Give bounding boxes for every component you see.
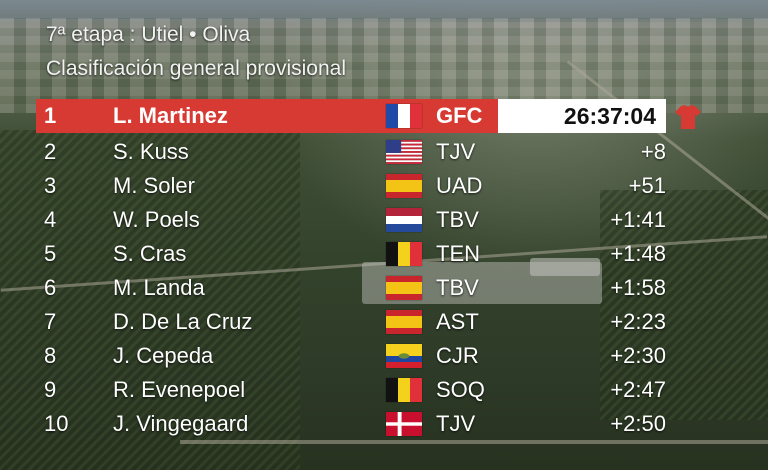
team-code: TEN (436, 241, 480, 266)
time-gap: +2:23 (610, 309, 666, 334)
standings-row: 4 W. Poels TBV +1:41 (36, 203, 666, 237)
rider-name: D. De La Cruz (113, 309, 253, 334)
team-code: GFC (436, 103, 483, 128)
position: 6 (44, 275, 57, 300)
ecuador-flag-icon (386, 344, 422, 368)
rider-name: J. Cepeda (113, 343, 214, 368)
team-code: SOQ (436, 377, 485, 402)
spain-flag-icon (386, 174, 422, 198)
stage-title: 7ª etapa : Utiel • Oliva (46, 23, 251, 46)
team-code: TBV (436, 275, 479, 300)
spain-flag-icon (386, 276, 422, 300)
leader-row: 1 L. Martinez GFC 26:37:04 (36, 99, 666, 133)
rider-name: M. Soler (113, 173, 195, 198)
usa-flag-icon (386, 140, 422, 164)
rider-name: S. Cras (113, 241, 187, 266)
team-code: UAD (436, 173, 483, 198)
rider-name: L. Martinez (113, 103, 228, 128)
classification-title: Clasificación general provisional (46, 57, 346, 80)
time-gap: +2:47 (610, 377, 666, 402)
standings-row: 7 D. De La Cruz AST +2:23 (36, 305, 666, 339)
standings-row: 5 S. Cras TEN +1:48 (36, 237, 666, 271)
position: 2 (44, 139, 57, 164)
position: 3 (44, 173, 57, 198)
standings-row: 3 M. Soler UAD +51 (36, 169, 666, 203)
rider-name: J. Vingegaard (113, 411, 249, 436)
team-code: CJR (436, 343, 479, 368)
rider-name: W. Poels (113, 207, 200, 232)
time-gap: +8 (640, 139, 666, 164)
france-flag-icon (386, 104, 422, 128)
belgium-flag-icon (386, 378, 422, 402)
town-area (0, 18, 768, 113)
position: 9 (44, 377, 57, 402)
leader-jersey-icon (675, 105, 701, 129)
rider-name: R. Evenepoel (113, 377, 246, 402)
time-gap: +1:41 (610, 207, 666, 232)
position: 10 (44, 411, 69, 436)
position: 1 (44, 103, 57, 128)
rider-name: M. Landa (113, 275, 205, 300)
time-gap: +2:30 (610, 343, 666, 368)
belgium-flag-icon (386, 242, 422, 266)
position: 7 (44, 309, 57, 334)
orchard-right (600, 190, 768, 420)
standings-row: 9 R. Evenepoel SOQ +2:47 (36, 373, 666, 407)
time-gap: +1:48 (610, 241, 666, 266)
rider-name: S. Kuss (113, 139, 189, 164)
time-gap: +1:58 (610, 275, 666, 300)
standings-row: 8 J. Cepeda CJR +2:30 (36, 339, 666, 373)
spain-flag-icon (386, 310, 422, 334)
building (530, 258, 600, 276)
standings-row: 10 J. Vingegaard TJV +2:50 (36, 407, 666, 441)
standings-row: 6 M. Landa TBV +1:58 (36, 271, 666, 305)
position: 4 (44, 207, 57, 232)
time-gap: +51 (628, 173, 666, 198)
team-code: TBV (436, 207, 479, 232)
team-code: TJV (436, 411, 476, 436)
time-gap: +2:50 (610, 411, 666, 436)
road (180, 440, 768, 444)
team-code: TJV (436, 139, 476, 164)
netherlands-flag-icon (386, 208, 422, 232)
sea-strip (0, 0, 768, 22)
team-code: AST (436, 309, 479, 334)
leader-time: 26:37:04 (498, 99, 666, 133)
denmark-flag-icon (386, 412, 422, 436)
standings-row: 2 S. Kuss TJV +8 (36, 135, 666, 169)
position: 5 (44, 241, 57, 266)
orchard-left (0, 130, 300, 470)
position: 8 (44, 343, 57, 368)
